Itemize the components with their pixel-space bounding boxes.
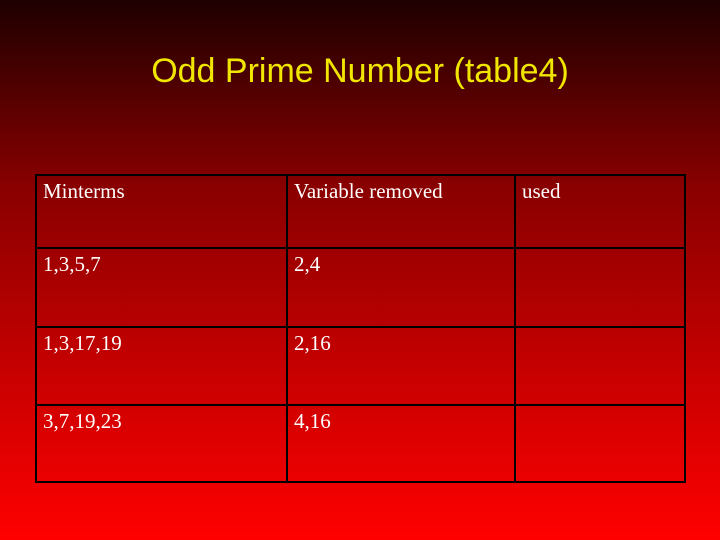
header-cell-text: used [522,179,561,203]
header-cell-text: Minterms [43,179,125,203]
slide-title: Odd Prime Number (table4) [151,52,569,90]
cell-text: 2,4 [294,252,321,276]
cell-text: 1,3,17,19 [43,331,122,355]
cell-text: 4,16 [294,409,331,433]
table-cell [514,404,686,483]
cell-text: 1,3,5,7 [43,252,101,276]
table: Minterms Variable removed used 1,3,5,7 2,4 1,… [35,174,686,483]
cell-text: 3,7,19,23 [43,409,122,433]
header-cell-text: Variable removed [294,179,443,203]
cell-text: 2,16 [294,331,331,355]
